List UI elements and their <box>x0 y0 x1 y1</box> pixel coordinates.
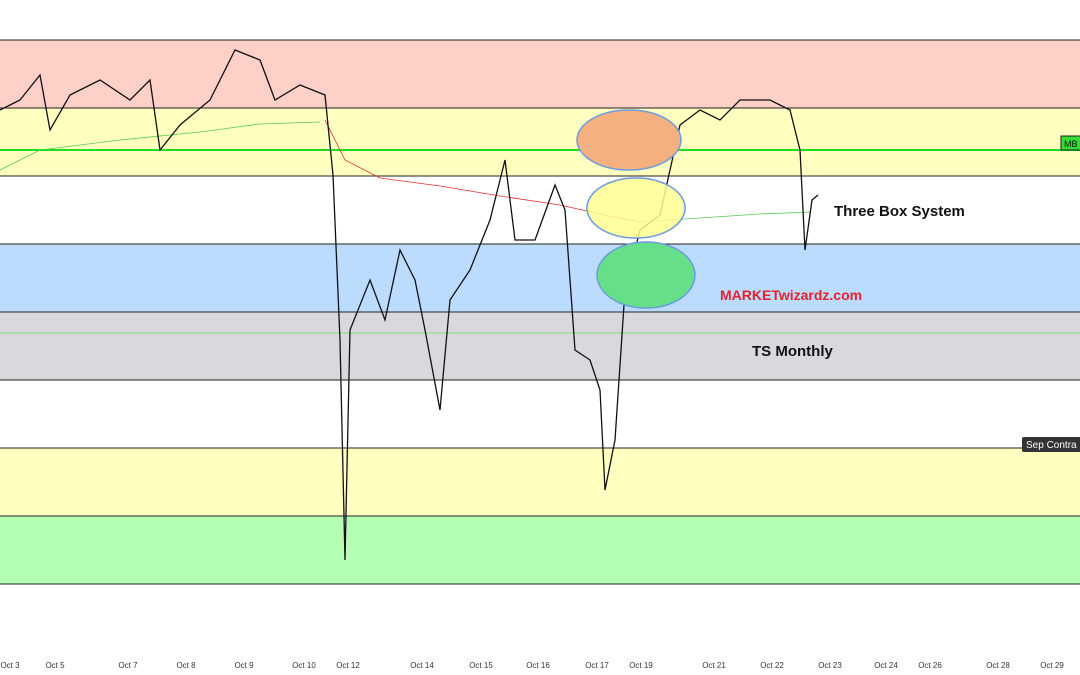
annotation: Three Box System <box>834 203 965 220</box>
x-tick-label: Oct 23 <box>818 661 842 670</box>
x-tick-label: Oct 7 <box>118 661 138 670</box>
band-grey <box>0 312 1080 380</box>
highlight-ellipse <box>586 177 686 239</box>
x-tick-label: Oct 26 <box>918 661 942 670</box>
band-lines <box>0 39 1080 585</box>
brand: MARKETwizardz.com <box>720 287 862 303</box>
x-tick-label: Oct 22 <box>760 661 784 670</box>
x-tick-label: Oct 14 <box>410 661 434 670</box>
x-tick-label: Oct 21 <box>702 661 726 670</box>
x-tick-label: Oct 8 <box>176 661 196 670</box>
x-tick-label: Oct 29 <box>1040 661 1064 670</box>
annotation: TS Monthly <box>752 343 833 360</box>
x-tick-label: Oct 16 <box>526 661 550 670</box>
price-tag <box>1022 437 1080 452</box>
x-tick-label: Oct 17 <box>585 661 609 670</box>
band-green <box>0 516 1080 584</box>
x-tick-label: Oct 10 <box>292 661 316 670</box>
x-tick-label: Oct 24 <box>874 661 898 670</box>
price-tag-label: Sep Contra <box>1026 440 1077 451</box>
x-axis: Oct 3 Oct 5 Oct 7 Oct 8 Oct 9 Oct 10 Oct 12 Oct… <box>0 661 1064 670</box>
x-tick-label: Oct 12 <box>336 661 360 670</box>
x-tick-label: Oct 9 <box>234 661 254 670</box>
band-red <box>0 40 1080 108</box>
price-path <box>0 49 819 561</box>
x-tick-label: Oct 15 <box>469 661 493 670</box>
x-tick-label: Oct 19 <box>629 661 653 670</box>
x-tick-label: Oct 5 <box>45 661 65 670</box>
band-blue <box>0 244 1080 312</box>
highlight-ellipse <box>576 109 682 171</box>
price-tag <box>1060 135 1080 151</box>
price-tag-label: MB <box>1064 139 1078 149</box>
highlight-ellipse <box>596 241 696 309</box>
x-tick-label: Oct 28 <box>986 661 1010 670</box>
x-tick-label: Oct 3 <box>0 661 20 670</box>
band-yellow <box>0 108 1080 176</box>
band-yellow <box>0 448 1080 516</box>
average-green <box>0 121 321 171</box>
